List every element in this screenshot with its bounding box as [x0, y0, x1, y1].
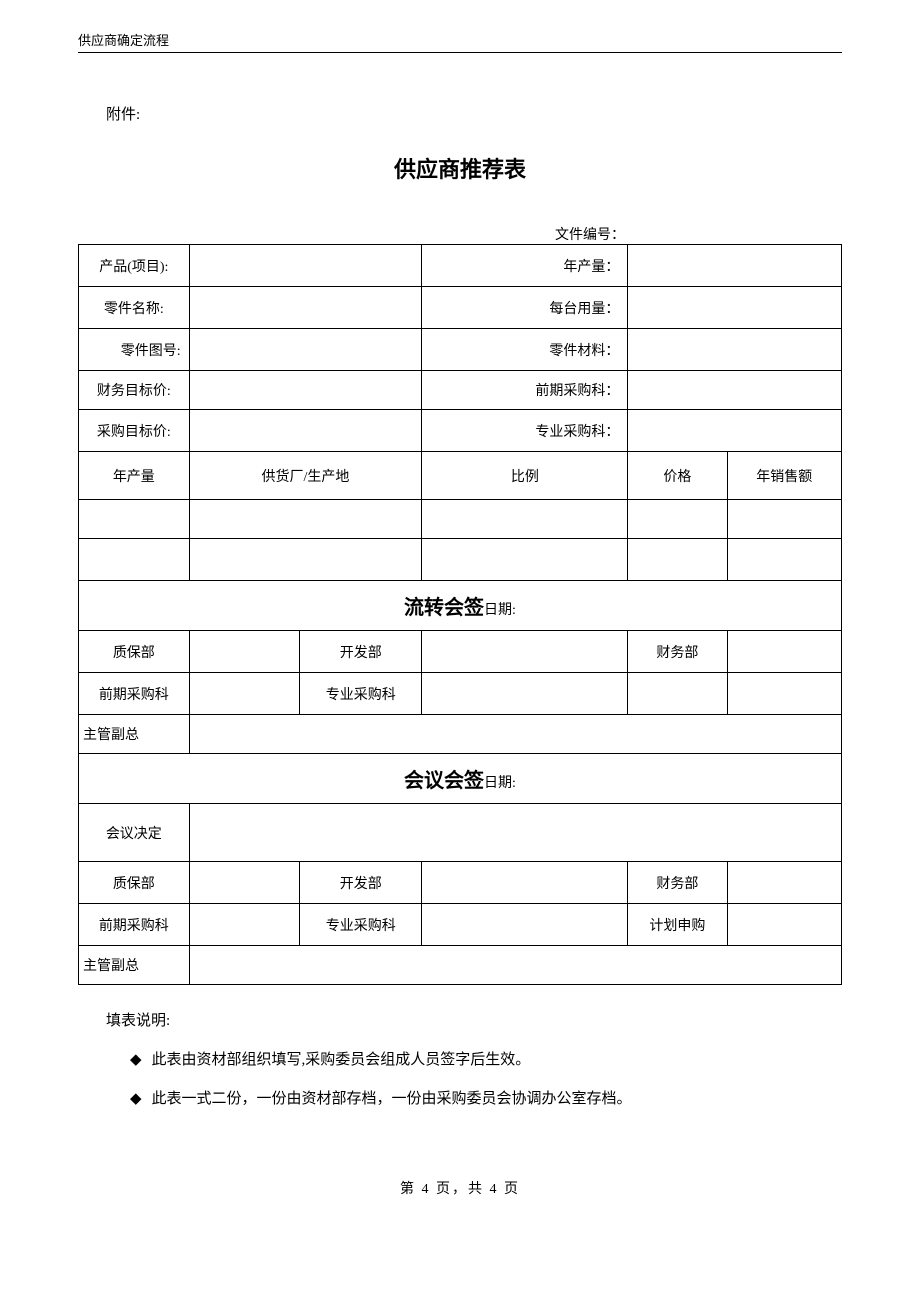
value-cell	[189, 715, 841, 754]
label-early-proc2: 前期采购科	[79, 904, 190, 946]
label-pro-proc: 专业采购科	[300, 673, 422, 715]
header-ratio: 比例	[422, 452, 628, 500]
value-annual-output	[628, 245, 842, 287]
header-sales: 年销售额	[727, 452, 841, 500]
value-part-name	[189, 287, 422, 329]
data-cell	[727, 500, 841, 539]
label-dev: 开发部	[300, 631, 422, 673]
value-proc-target	[189, 410, 422, 452]
value-cell	[189, 631, 300, 673]
notes-label: 填表说明:	[106, 1009, 842, 1030]
data-cell	[79, 500, 190, 539]
data-cell	[422, 500, 628, 539]
header-annual: 年产量	[79, 452, 190, 500]
label-early-dept: 前期采购科：	[422, 371, 628, 410]
value-usage	[628, 287, 842, 329]
value-part-number	[189, 329, 422, 371]
value-cell	[422, 862, 628, 904]
label-proc-target: 采购目标价:	[79, 410, 190, 452]
page-header: 供应商确定流程	[78, 30, 842, 53]
label-part-name: 零件名称:	[79, 287, 190, 329]
attachment-label: 附件:	[106, 103, 842, 124]
value-cell	[628, 673, 727, 715]
value-early-dept	[628, 371, 842, 410]
main-table: 产品(项目): 年产量： 零件名称: 每台用量： 零件图号: 零件材料： 财务目…	[78, 244, 842, 985]
doc-number-label: 文件编号：	[78, 224, 842, 244]
label-vp: 主管副总	[79, 715, 190, 754]
value-cell	[727, 862, 841, 904]
data-cell	[422, 539, 628, 581]
value-cell	[189, 946, 841, 985]
data-cell	[189, 539, 422, 581]
value-cell	[422, 904, 628, 946]
value-pro-dept	[628, 410, 842, 452]
header-supplier: 供货厂/生产地	[189, 452, 422, 500]
note-2: 此表一式二份，一份由资材部存档，一份由采购委员会协调办公室存档。	[130, 1087, 842, 1108]
label-annual-output: 年产量：	[422, 245, 628, 287]
value-material	[628, 329, 842, 371]
data-cell	[79, 539, 190, 581]
value-cell	[189, 904, 300, 946]
data-cell	[628, 500, 727, 539]
page-title: 供应商推荐表	[78, 152, 842, 184]
value-fin-target	[189, 371, 422, 410]
value-cell	[422, 673, 628, 715]
label-pro-proc2: 专业采购科	[300, 904, 422, 946]
value-cell	[727, 673, 841, 715]
label-qa2: 质保部	[79, 862, 190, 904]
label-dev2: 开发部	[300, 862, 422, 904]
label-finance2: 财务部	[628, 862, 727, 904]
value-cell	[727, 631, 841, 673]
section-meeting: 会议会签日期:	[79, 754, 842, 804]
value-cell	[189, 673, 300, 715]
label-vp2: 主管副总	[79, 946, 190, 985]
label-fin-target: 财务目标价:	[79, 371, 190, 410]
value-cell	[422, 631, 628, 673]
data-cell	[727, 539, 841, 581]
label-decision: 会议决定	[79, 804, 190, 862]
label-product: 产品(项目):	[79, 245, 190, 287]
note-1: 此表由资材部组织填写,采购委员会组成人员签字后生效。	[130, 1048, 842, 1069]
label-early-proc: 前期采购科	[79, 673, 190, 715]
data-cell	[628, 539, 727, 581]
label-material: 零件材料：	[422, 329, 628, 371]
section-circulation: 流转会签日期:	[79, 581, 842, 631]
value-cell	[189, 804, 841, 862]
label-pro-dept: 专业采购科：	[422, 410, 628, 452]
page-footer: 第 4 页，共 4 页	[78, 1178, 842, 1198]
label-usage: 每台用量：	[422, 287, 628, 329]
value-cell	[189, 862, 300, 904]
value-cell	[727, 904, 841, 946]
value-product	[189, 245, 422, 287]
data-cell	[189, 500, 422, 539]
label-part-number: 零件图号:	[79, 329, 190, 371]
label-qa: 质保部	[79, 631, 190, 673]
label-plan: 计划申购	[628, 904, 727, 946]
header-text: 供应商确定流程	[78, 33, 169, 48]
header-price: 价格	[628, 452, 727, 500]
label-finance: 财务部	[628, 631, 727, 673]
